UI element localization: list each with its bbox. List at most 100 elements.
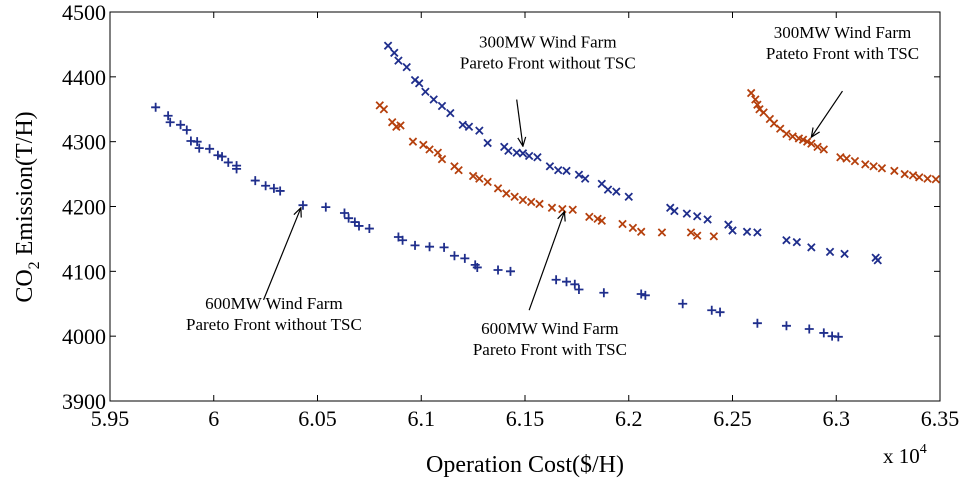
- data-point: [580, 174, 590, 183]
- data-point: [545, 162, 555, 171]
- data-point: [728, 226, 737, 235]
- data-point: [850, 156, 860, 166]
- data-point: [636, 289, 646, 299]
- data-point: [788, 132, 797, 141]
- data-point: [165, 117, 175, 127]
- data-point: [394, 56, 403, 65]
- x-tick-label: 6.1: [408, 406, 436, 431]
- data-point: [261, 181, 271, 191]
- data-point: [396, 121, 405, 130]
- annotation-arrow: [262, 208, 301, 301]
- data-point: [640, 290, 650, 300]
- data-point: [807, 243, 816, 252]
- data-point: [753, 100, 762, 109]
- data-point: [425, 242, 435, 252]
- data-point: [364, 224, 374, 234]
- data-point: [475, 174, 484, 183]
- data-point: [176, 120, 186, 130]
- data-point: [410, 240, 420, 250]
- annotation-text: Pateto Front with TSC: [766, 44, 919, 63]
- data-point: [603, 185, 613, 194]
- data-point: [402, 62, 411, 72]
- data-point: [429, 95, 438, 104]
- data-point: [819, 328, 829, 338]
- data-point: [819, 145, 829, 154]
- data-point: [597, 216, 607, 225]
- y-axis-label: CO2 Emission(T/H): [12, 111, 43, 302]
- data-point: [781, 321, 791, 331]
- annotation-text: Pareto Front without TSC: [186, 315, 362, 334]
- annotation-arrow: [516, 99, 523, 147]
- data-point: [518, 149, 528, 158]
- data-point: [574, 170, 584, 179]
- annotation-text: Pareto Front with TSC: [473, 340, 627, 359]
- data-point: [703, 215, 712, 224]
- data-point: [437, 154, 447, 164]
- data-point: [493, 265, 503, 275]
- data-point: [437, 101, 447, 111]
- data-point: [628, 223, 638, 233]
- data-point: [425, 145, 434, 154]
- data-point: [612, 187, 621, 196]
- data-point: [746, 88, 756, 98]
- data-point: [493, 184, 503, 193]
- data-point: [558, 204, 567, 214]
- series-4: [746, 88, 941, 184]
- data-point: [724, 220, 733, 229]
- data-point: [205, 144, 215, 154]
- x-tick-label: 5.95: [91, 406, 130, 431]
- x-tick-label: 6.2: [615, 406, 643, 431]
- data-point: [709, 232, 719, 241]
- y-label-rest: Emission(T/H): [12, 111, 38, 261]
- data-point: [715, 307, 725, 317]
- annotation-2: 300MW Wind Farm Pateto Front with TSC: [766, 23, 919, 137]
- x-axis-label: Operation Cost($/H): [426, 452, 624, 478]
- data-point: [321, 202, 331, 212]
- data-point: [670, 206, 679, 216]
- data-point: [813, 142, 822, 152]
- y-label-main: CO: [12, 269, 38, 302]
- annotation-1: 300MW Wind Farm Pareto Front without TSC: [460, 33, 636, 147]
- annotation-arrow: [811, 90, 843, 137]
- data-point: [194, 143, 204, 153]
- data-point: [802, 137, 812, 146]
- data-point: [877, 164, 887, 173]
- data-point: [692, 211, 702, 221]
- data-point: [433, 148, 443, 157]
- data-point: [250, 176, 260, 186]
- data-point: [597, 179, 607, 189]
- data-point: [836, 152, 845, 162]
- annotation-text: 600MW Wind Farm: [481, 319, 619, 338]
- data-point: [533, 152, 542, 162]
- y-label-sub: 2: [26, 261, 43, 269]
- data-point: [618, 219, 627, 229]
- data-point: [298, 200, 308, 210]
- y-tick-label: 4200: [62, 195, 106, 220]
- data-point: [553, 165, 563, 175]
- data-point: [344, 213, 354, 223]
- data-point: [468, 171, 478, 181]
- data-point: [752, 318, 762, 328]
- data-point: [419, 140, 428, 150]
- data-point: [931, 175, 941, 184]
- x-tick-label: 6: [208, 406, 219, 431]
- x-tick-label: 6.15: [506, 406, 545, 431]
- data-point: [692, 231, 702, 240]
- data-point: [414, 79, 424, 88]
- data-point: [192, 137, 202, 147]
- data-point: [217, 152, 227, 162]
- data-point: [599, 288, 609, 298]
- data-point: [505, 266, 515, 276]
- data-point: [269, 183, 279, 193]
- data-point: [421, 87, 430, 96]
- data-point: [657, 228, 667, 237]
- data-point: [798, 135, 808, 144]
- data-point: [439, 242, 449, 252]
- data-point: [464, 122, 474, 131]
- data-point: [483, 177, 492, 187]
- data-point: [759, 108, 768, 117]
- data-point: [782, 235, 791, 245]
- data-point: [275, 186, 285, 196]
